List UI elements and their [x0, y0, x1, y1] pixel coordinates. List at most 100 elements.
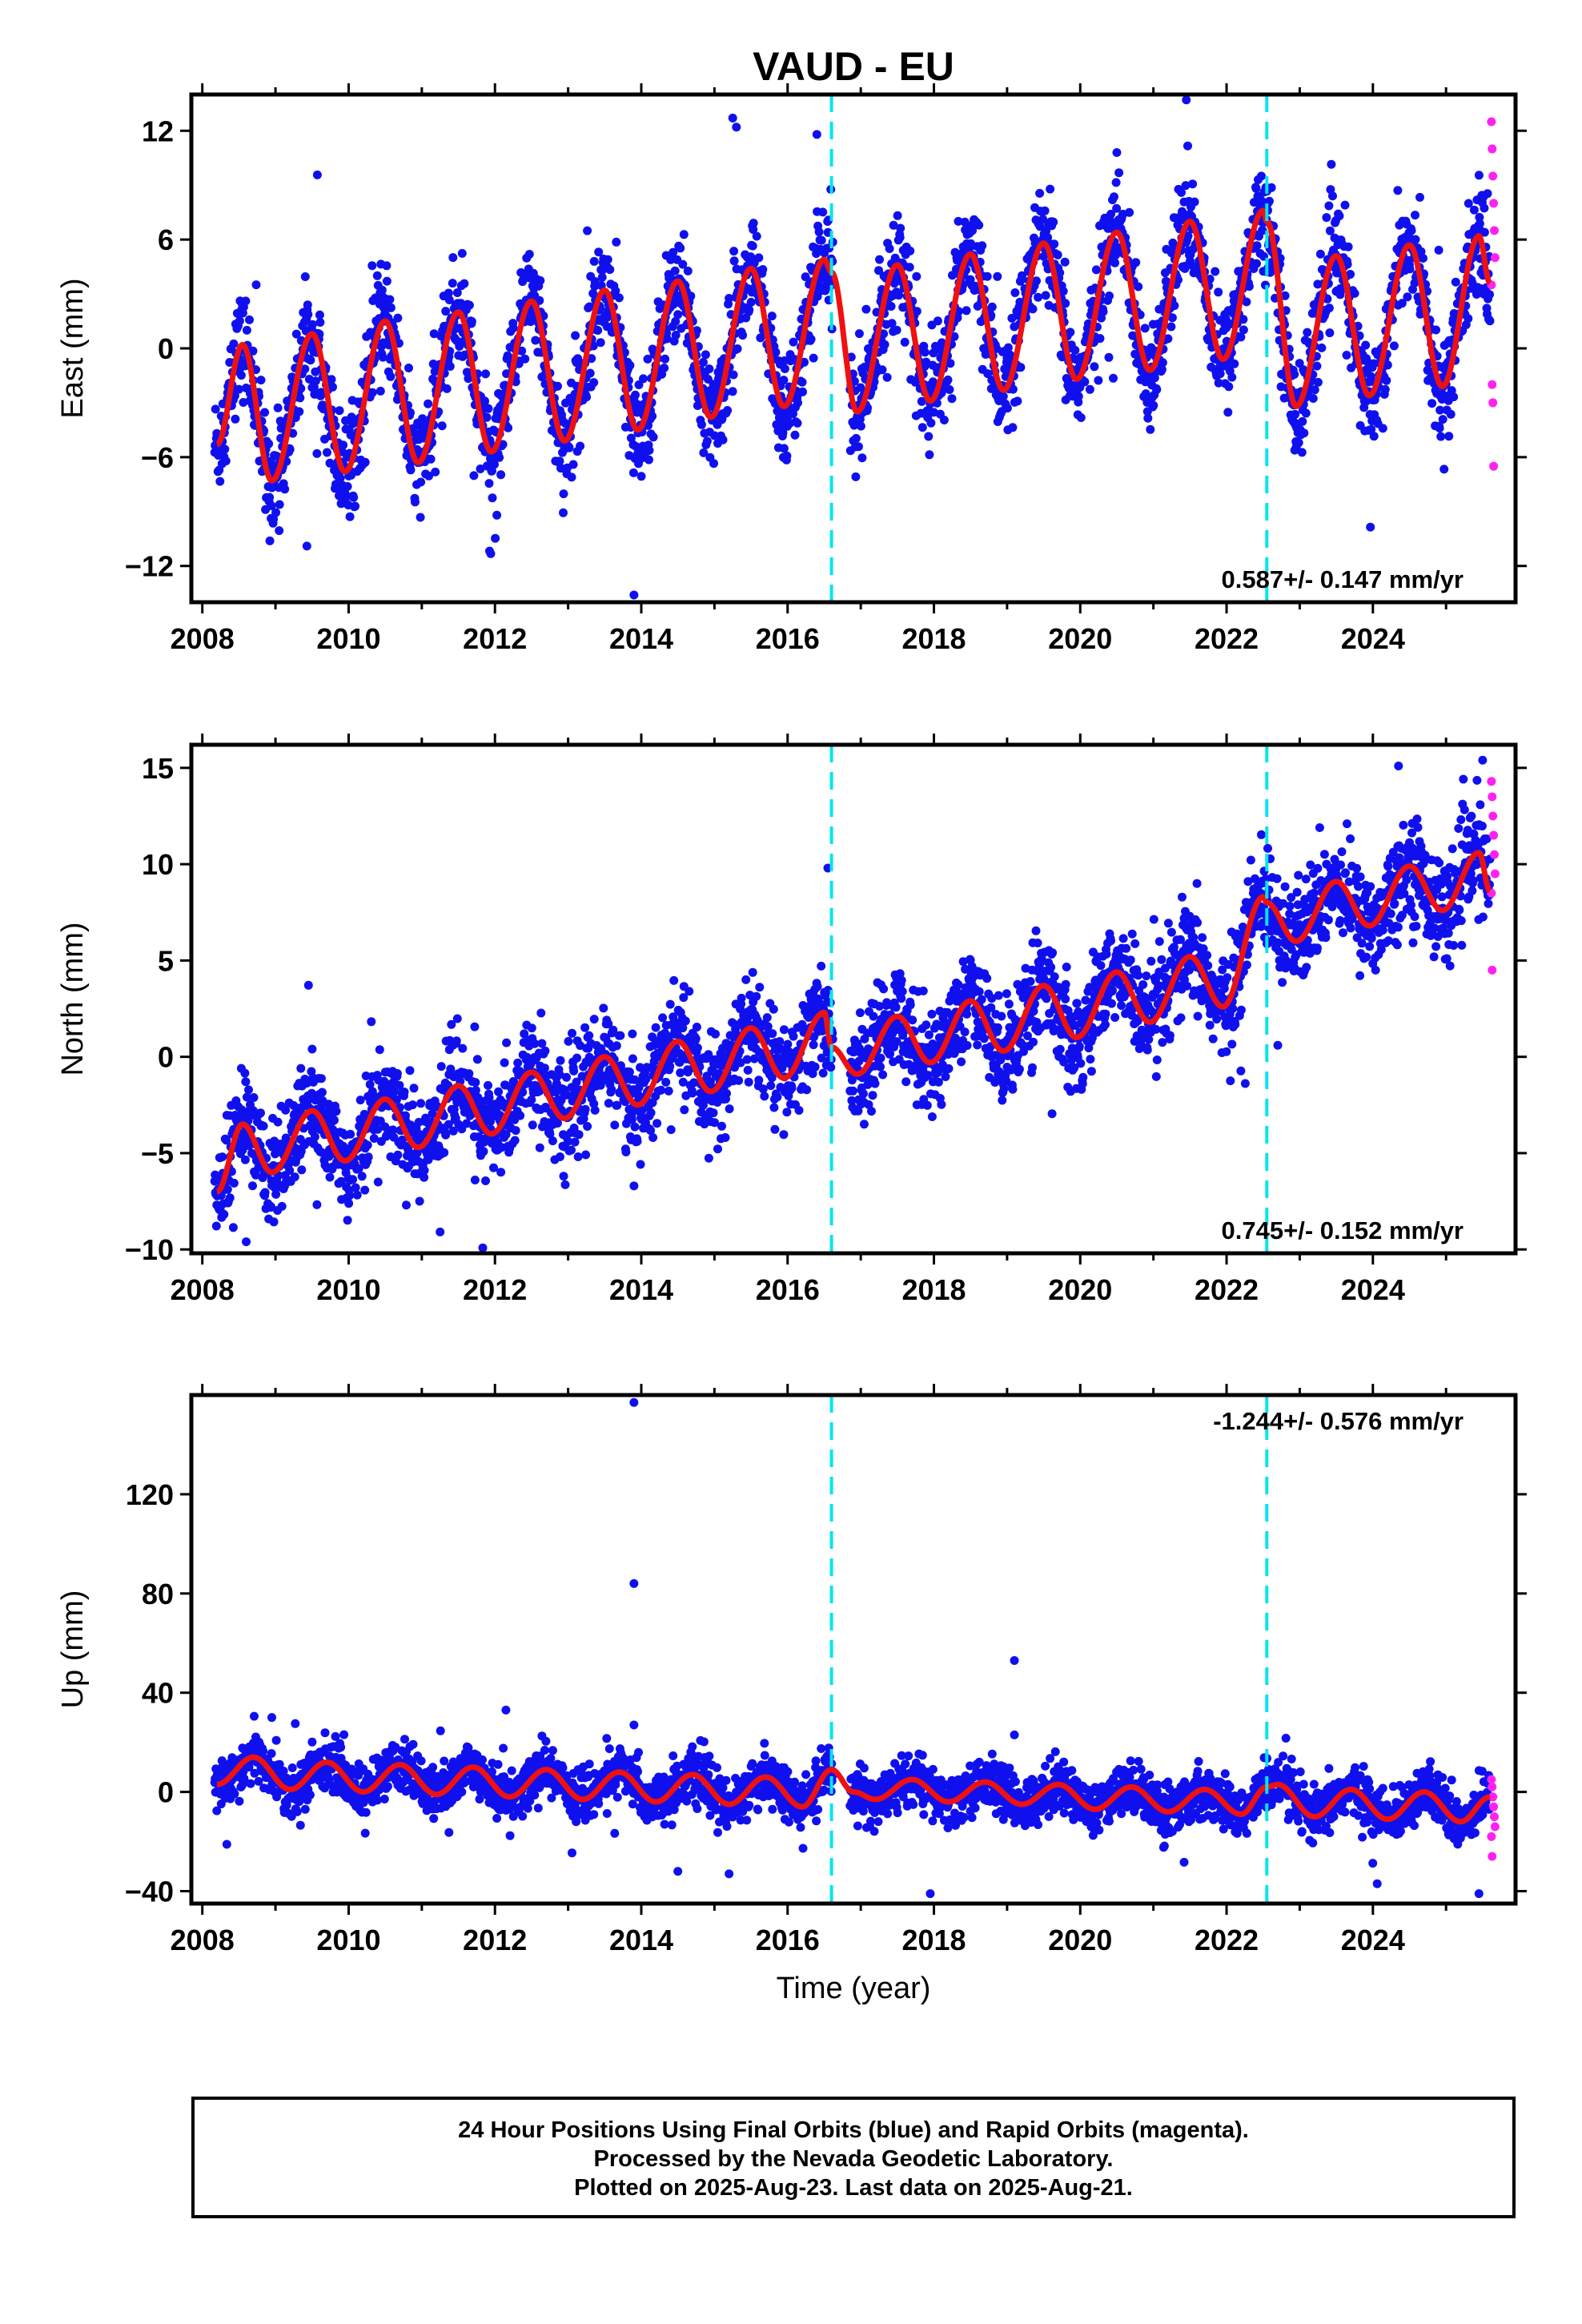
data-point [345, 512, 355, 521]
data-point [267, 501, 276, 511]
data-point [494, 1087, 504, 1096]
data-point [641, 1075, 651, 1084]
data-point [634, 380, 644, 389]
data-point [281, 1105, 291, 1115]
data-point [754, 1076, 764, 1085]
data-point [892, 1037, 901, 1047]
data-point [1407, 226, 1416, 235]
data-point [886, 302, 896, 311]
data-point [1227, 372, 1237, 382]
data-point [752, 991, 761, 1001]
data-point [587, 354, 596, 364]
data-point [296, 1063, 306, 1073]
data-point [339, 440, 348, 450]
data-point [531, 336, 540, 345]
data-point [285, 444, 295, 454]
data-point [1444, 432, 1454, 441]
data-point [745, 305, 754, 315]
data-point [571, 331, 580, 340]
data-point [676, 243, 685, 253]
data-point [303, 300, 312, 310]
figure-title: VAUD - EU [753, 44, 954, 89]
data-point [556, 1055, 565, 1065]
data-point [723, 406, 733, 415]
data-point [491, 533, 500, 543]
data-point [548, 1136, 557, 1146]
data-point [646, 1126, 656, 1136]
data-point [1366, 522, 1375, 532]
data-point [974, 220, 984, 230]
data-point [496, 470, 506, 480]
data-point [779, 1025, 789, 1035]
data-point [310, 1132, 319, 1141]
data-point [1163, 334, 1173, 344]
y-tick-label: 12 [142, 115, 174, 147]
data-point [767, 312, 777, 321]
data-point [630, 1122, 640, 1132]
data-point [693, 1043, 702, 1052]
data-point [760, 1092, 769, 1101]
data-point [1324, 201, 1334, 211]
data-point [1214, 378, 1223, 388]
data-point [335, 406, 344, 416]
rapid-orbit-point [1488, 171, 1498, 181]
data-point [1439, 464, 1449, 474]
data-point [228, 1223, 238, 1232]
data-point [325, 1172, 335, 1182]
data-point [569, 1066, 579, 1076]
data-point [447, 1019, 456, 1029]
x-tick-label: 2016 [756, 622, 820, 655]
data-point [437, 421, 447, 431]
data-point [1008, 423, 1018, 432]
data-point [495, 452, 504, 462]
data-point [1380, 384, 1390, 394]
data-point [1016, 363, 1026, 372]
data-point [933, 1068, 942, 1077]
data-point [676, 1068, 685, 1078]
data-point [527, 1095, 536, 1104]
data-point [1315, 249, 1325, 259]
data-point [583, 1122, 592, 1131]
data-point [897, 994, 906, 1003]
data-point [583, 226, 592, 235]
data-point [420, 1165, 429, 1175]
data-point [738, 331, 748, 340]
data-point [859, 1120, 869, 1129]
data-point [345, 1191, 355, 1200]
data-point [943, 375, 953, 384]
data-point [428, 1109, 437, 1119]
data-point [448, 1126, 458, 1136]
data-point [234, 384, 243, 394]
data-point [1131, 258, 1141, 267]
data-point [409, 1084, 419, 1093]
data-point [260, 1188, 270, 1197]
data-point [501, 1130, 511, 1140]
data-point [652, 1119, 662, 1128]
data-point [242, 1092, 251, 1102]
data-point [610, 1120, 620, 1130]
data-point [701, 350, 710, 360]
data-point [669, 975, 679, 985]
rapid-orbit-point [1487, 117, 1496, 127]
data-point [705, 364, 714, 374]
data-point [1098, 307, 1108, 316]
data-point [402, 1200, 411, 1210]
data-point [937, 1100, 946, 1109]
data-point [929, 348, 938, 358]
data-point [1469, 205, 1479, 215]
data-point [452, 1036, 461, 1046]
data-point [391, 1095, 401, 1104]
data-point [680, 1105, 689, 1115]
data-point [851, 433, 861, 443]
data-point [960, 217, 970, 227]
data-point [878, 1070, 888, 1080]
final-orbit-points [210, 774, 1495, 1252]
data-point [441, 307, 451, 316]
data-point [342, 491, 351, 501]
data-point [405, 1066, 415, 1076]
x-tick-label: 2014 [609, 622, 673, 655]
data-point [1313, 377, 1323, 387]
y-tick-label: 6 [158, 223, 174, 256]
data-point [688, 1088, 697, 1098]
